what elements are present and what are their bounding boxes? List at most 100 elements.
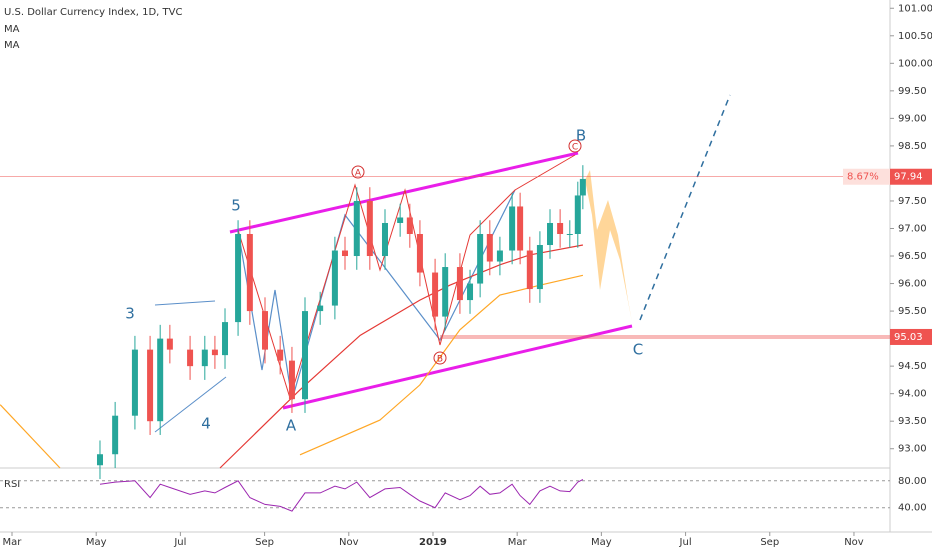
y-tick-label: 101.00 xyxy=(898,3,932,14)
circled-label: A xyxy=(355,169,362,179)
wave-label: 5 xyxy=(231,197,241,215)
wave-label: C xyxy=(633,341,643,359)
candle-body xyxy=(131,349,138,416)
candle-body xyxy=(331,250,338,306)
y-tick-label: 99.00 xyxy=(898,113,927,124)
candle-body xyxy=(302,311,309,400)
rsi-label: RSI xyxy=(4,479,20,490)
candle-body xyxy=(496,250,503,262)
candle-body xyxy=(211,349,218,356)
candle-body xyxy=(147,349,154,422)
circled-label: C xyxy=(572,143,578,153)
wave-label: 4 xyxy=(201,415,211,433)
x-tick-label: Jul xyxy=(679,537,692,548)
candle-body xyxy=(557,222,564,234)
candle-body xyxy=(566,234,573,235)
candle-body xyxy=(341,250,348,257)
trend-line xyxy=(154,300,216,306)
candle-body xyxy=(477,234,484,284)
candle-body xyxy=(201,349,208,367)
x-tick-label: Sep xyxy=(255,537,274,548)
x-tick-label: Mar xyxy=(508,537,528,548)
y-tick-label: 93.00 xyxy=(898,444,927,455)
x-tick-label: May xyxy=(591,537,612,548)
indicator-label: MA xyxy=(4,40,20,51)
drawings xyxy=(154,94,731,433)
candle-body xyxy=(536,245,543,290)
y-tick-label: 95.50 xyxy=(898,306,927,317)
candle-body xyxy=(112,415,119,455)
candle-body xyxy=(486,234,493,262)
y-tick-label: 96.50 xyxy=(898,251,927,262)
y-tick-label: 93.50 xyxy=(898,416,927,427)
wave-label: 3 xyxy=(125,305,135,323)
x-tick-label: Jul xyxy=(173,537,186,548)
candle-body xyxy=(397,217,404,223)
candle-body xyxy=(406,217,413,234)
candle-body xyxy=(157,338,164,422)
y-tick-label: 94.50 xyxy=(898,361,927,372)
candle-body xyxy=(317,305,324,312)
circle-marker xyxy=(351,165,365,179)
x-tick-label: Mar xyxy=(3,537,23,548)
projection-bars xyxy=(585,170,632,322)
candle-body xyxy=(574,195,581,234)
price-label: 97.94 xyxy=(894,172,923,183)
x-tick-label: Sep xyxy=(760,537,779,548)
price-tag xyxy=(890,168,932,185)
y-tick-label: 100.00 xyxy=(898,58,932,69)
circle-marker xyxy=(433,351,447,365)
x-tick-label: Nov xyxy=(844,537,864,548)
y-tick-label: 94.00 xyxy=(898,389,927,400)
trend-line xyxy=(154,376,227,433)
candle-body xyxy=(262,311,269,350)
level-label: 95.03 xyxy=(894,332,923,343)
candle-body xyxy=(246,234,253,312)
candle-body xyxy=(381,222,388,257)
rsi-tick-label: 40.00 xyxy=(898,503,927,514)
candle-body xyxy=(166,338,173,350)
candle-body xyxy=(547,222,554,246)
candle-body xyxy=(288,360,295,400)
candle-body xyxy=(526,250,533,290)
wave-label: A xyxy=(286,417,297,435)
candle-body xyxy=(467,283,474,301)
y-tick-label: 96.00 xyxy=(898,279,927,290)
candle-body xyxy=(96,454,103,466)
candle-body xyxy=(353,200,360,257)
circled-label: B xyxy=(437,355,443,365)
y-tick-label: 98.50 xyxy=(898,141,927,152)
x-tick-label: Nov xyxy=(339,537,359,548)
rsi-line xyxy=(99,479,584,512)
circle-marker xyxy=(568,139,582,153)
candle-body xyxy=(509,206,516,251)
y-tick-label: 100.50 xyxy=(898,31,932,42)
candle-body xyxy=(366,200,373,257)
rsi-tick-label: 80.00 xyxy=(898,476,927,487)
candle-body xyxy=(579,178,586,196)
candle-body xyxy=(222,322,229,356)
y-tick-label: 99.50 xyxy=(898,86,927,97)
candle-body xyxy=(235,234,242,323)
channel-lower xyxy=(282,324,633,410)
change-tag xyxy=(843,168,890,185)
forecast-line xyxy=(639,94,731,321)
indicator-label: MA xyxy=(4,24,20,35)
level-tag xyxy=(890,328,932,345)
candle-body xyxy=(432,272,439,317)
y-tick-label: 97.00 xyxy=(898,223,927,234)
candle-body xyxy=(517,206,524,251)
candle-body xyxy=(416,234,423,273)
y-tick-label: 97.50 xyxy=(898,196,927,207)
chart-title: U.S. Dollar Currency Index, 1D, TVC xyxy=(4,7,182,18)
candle-body xyxy=(442,267,449,317)
wave-label: B xyxy=(576,127,586,145)
candle-body xyxy=(277,349,284,361)
wave-lines-red xyxy=(237,154,576,400)
candle-body xyxy=(187,349,194,367)
change-label: 8.67% xyxy=(847,172,879,183)
x-tick-label: May xyxy=(86,537,107,548)
x-tick-label: 2019 xyxy=(419,537,447,548)
